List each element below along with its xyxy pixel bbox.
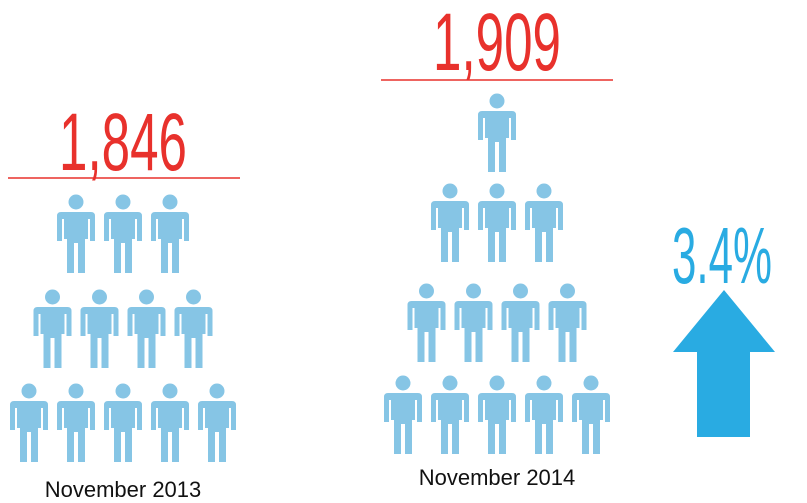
person-icon [127, 289, 166, 368]
person-icon [80, 289, 119, 368]
group-2013: 1,846 November 2013 [8, 97, 240, 502]
person-icon [151, 383, 189, 462]
period-label: November 2014 [419, 465, 576, 490]
person-icon [384, 375, 422, 454]
person-icon [525, 183, 563, 262]
person-icon [174, 289, 213, 368]
count: 1,846 [59, 97, 187, 188]
person-icon [478, 93, 516, 172]
person-icon [104, 383, 142, 462]
period-label: November 2013 [45, 477, 202, 502]
person-icon [151, 194, 189, 273]
person-icon [431, 375, 469, 454]
person-icon [10, 383, 48, 462]
person-icon [572, 375, 610, 454]
person-icon [478, 183, 516, 262]
person-icon [478, 375, 516, 454]
up-arrow [673, 290, 775, 437]
person-icon [198, 383, 236, 462]
group-2014: 1,909 November 2014 [381, 0, 613, 490]
person-icon [57, 194, 95, 273]
person-icon [525, 375, 563, 454]
person-icon [548, 283, 587, 362]
change: 3.4% [672, 211, 775, 437]
person-icon [33, 289, 72, 368]
person-icon [407, 283, 446, 362]
person-icon [501, 283, 540, 362]
person-icon [104, 194, 142, 273]
count: 1,909 [433, 0, 561, 88]
change-value: 3.4% [672, 211, 772, 300]
person-icon [454, 283, 493, 362]
person-icon [431, 183, 469, 262]
person-icon [57, 383, 95, 462]
